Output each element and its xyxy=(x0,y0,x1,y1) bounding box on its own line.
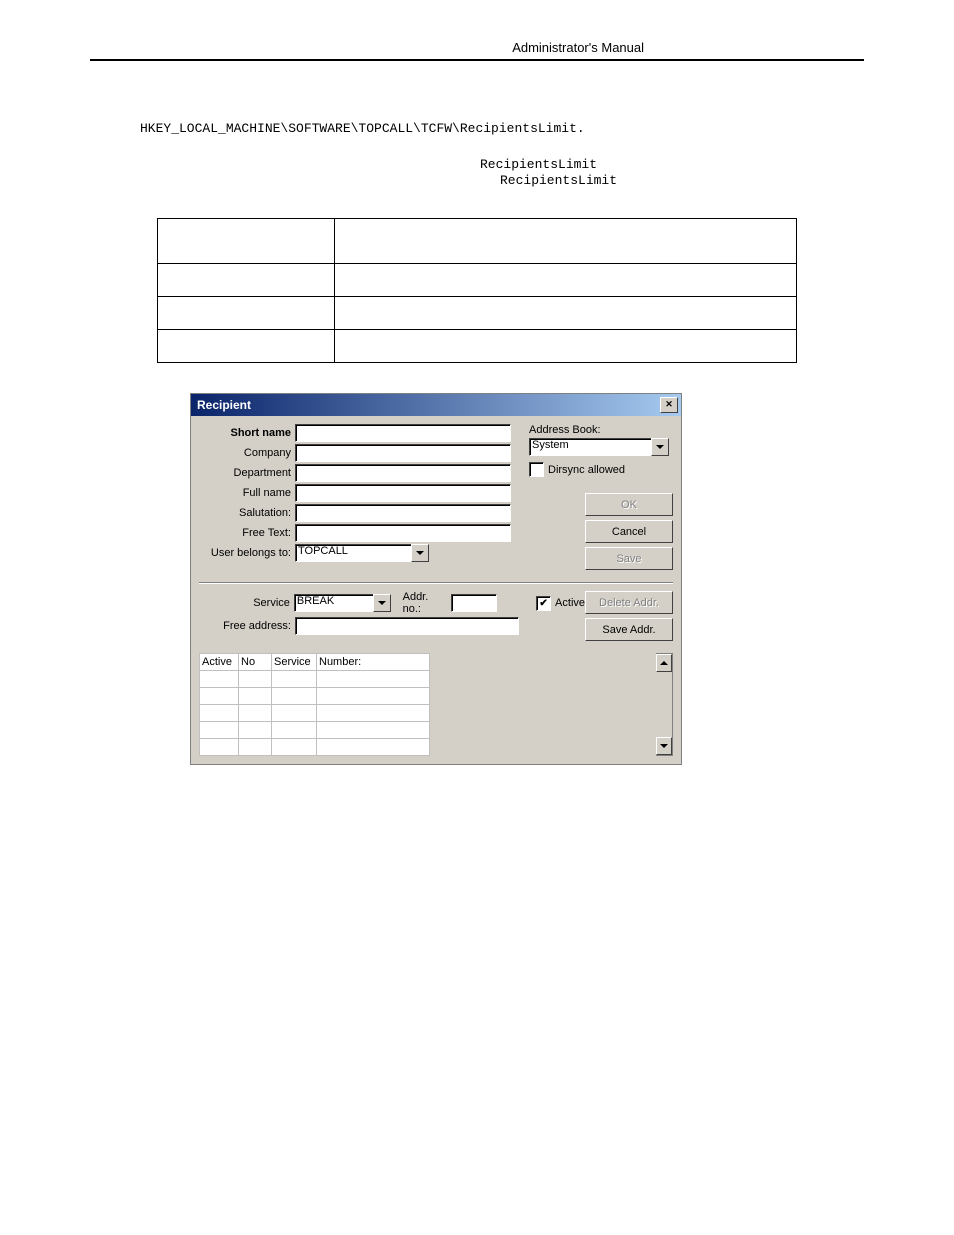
dialog-titlebar: Recipient ✕ xyxy=(191,394,681,416)
service-value: BREAK xyxy=(294,594,373,612)
keyword-2: RecipientsLimit xyxy=(500,173,617,188)
table-cell xyxy=(158,330,335,363)
save-button[interactable]: Save xyxy=(585,547,673,570)
user-belongs-to-value: TOPCALL xyxy=(295,544,411,562)
registry-path: HKEY_LOCAL_MACHINE\SOFTWARE\TOPCALL\TCFW… xyxy=(140,121,814,136)
label-service: Service xyxy=(199,597,294,609)
label-salutation: Salutation: xyxy=(199,507,295,519)
short-name-input[interactable] xyxy=(295,424,511,442)
user-belongs-to-combo[interactable]: TOPCALL xyxy=(295,544,429,562)
header-rule xyxy=(90,59,864,61)
table-cell xyxy=(335,297,797,330)
full-name-input[interactable] xyxy=(295,484,511,502)
chevron-down-icon[interactable] xyxy=(411,544,429,562)
address-grid[interactable]: Active No Service Number: xyxy=(199,653,430,756)
table-cell xyxy=(335,330,797,363)
label-addr-no: Addr. no.: xyxy=(403,591,450,615)
page-header: Administrator's Manual xyxy=(512,40,644,55)
grid-spacer xyxy=(430,653,656,756)
grid-col-active: Active xyxy=(200,654,239,671)
label-address-book: Address Book: xyxy=(529,424,673,436)
company-input[interactable] xyxy=(295,444,511,462)
save-addr-button[interactable]: Save Addr. xyxy=(585,618,673,641)
grid-col-number: Number: xyxy=(317,654,430,671)
cancel-button[interactable]: Cancel xyxy=(585,520,673,543)
table-cell xyxy=(158,297,335,330)
service-combo[interactable]: BREAK xyxy=(294,594,391,612)
grid-col-service: Service xyxy=(272,654,317,671)
scroll-down-icon[interactable] xyxy=(656,737,672,755)
label-active: Active xyxy=(555,597,585,609)
delete-addr-button[interactable]: Delete Addr. xyxy=(585,591,673,614)
table-cell xyxy=(158,264,335,297)
table-cell xyxy=(335,264,797,297)
grid-scrollbar[interactable] xyxy=(656,653,673,756)
salutation-input[interactable] xyxy=(295,504,511,522)
free-text-input[interactable] xyxy=(295,524,511,542)
address-book-combo[interactable]: System xyxy=(529,438,669,456)
label-full-name: Full name xyxy=(199,487,295,499)
label-short-name: Short name xyxy=(199,427,295,439)
table-cell xyxy=(335,219,797,264)
ok-button[interactable]: OK xyxy=(585,493,673,516)
addr-no-input[interactable] xyxy=(451,594,497,612)
label-user-belongs-to: User belongs to: xyxy=(199,547,295,559)
info-table xyxy=(157,218,797,363)
dialog-title: Recipient xyxy=(197,398,251,412)
free-address-input[interactable] xyxy=(295,617,519,635)
grid-col-no: No xyxy=(239,654,272,671)
chevron-down-icon[interactable] xyxy=(651,438,669,456)
label-free-address: Free address: xyxy=(199,620,295,632)
table-cell xyxy=(158,219,335,264)
chevron-down-icon[interactable] xyxy=(373,594,391,612)
dirsync-checkbox[interactable] xyxy=(529,462,544,477)
close-button[interactable]: ✕ xyxy=(660,397,678,413)
keyword-1: RecipientsLimit xyxy=(480,157,597,172)
label-free-text: Free Text: xyxy=(199,527,295,539)
scroll-up-icon[interactable] xyxy=(656,654,672,672)
label-company: Company xyxy=(199,447,295,459)
department-input[interactable] xyxy=(295,464,511,482)
label-department: Department xyxy=(199,467,295,479)
label-dirsync: Dirsync allowed xyxy=(548,464,625,476)
active-checkbox[interactable]: ✔ xyxy=(536,596,551,611)
recipient-dialog: Recipient ✕ Short name Company Departmen… xyxy=(190,393,682,765)
address-book-value: System xyxy=(529,438,651,456)
